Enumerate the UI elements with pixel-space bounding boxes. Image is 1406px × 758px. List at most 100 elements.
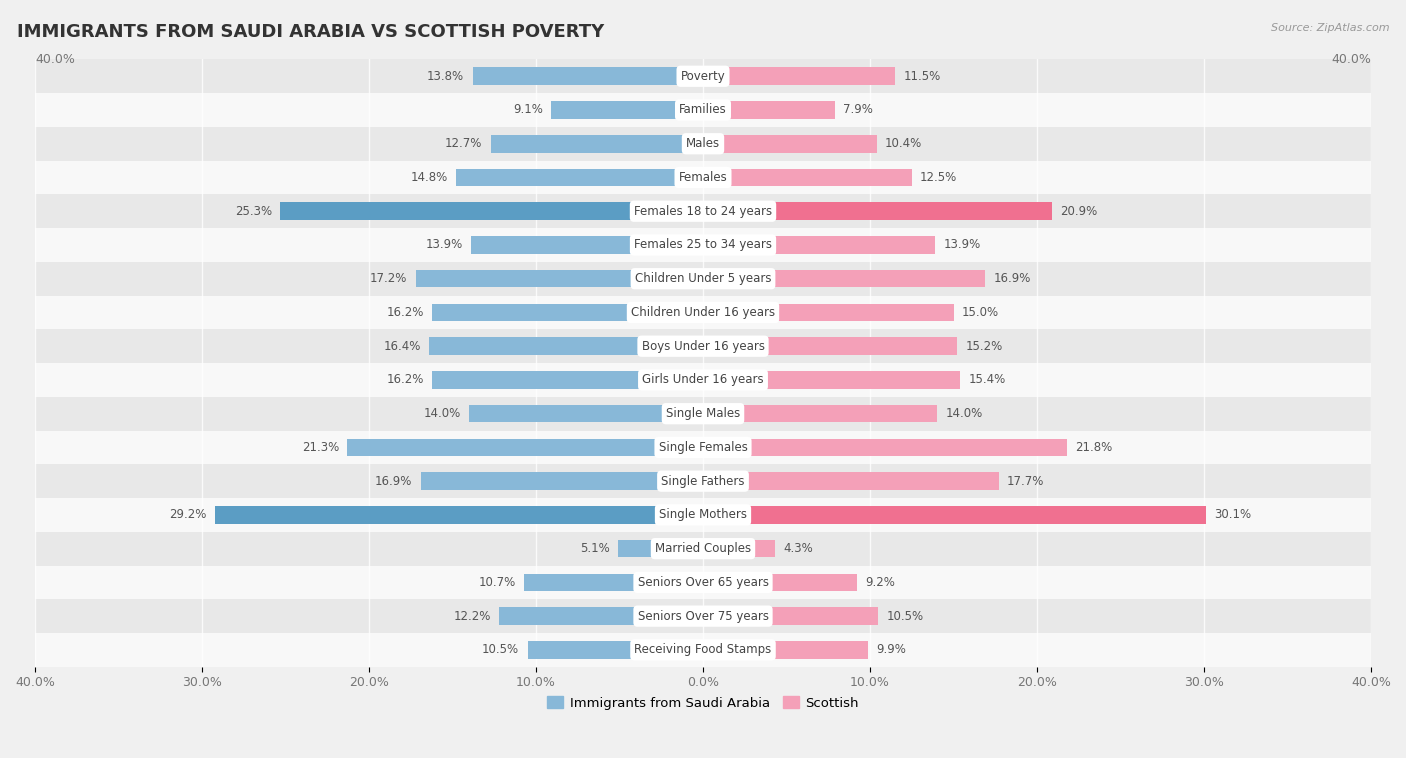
Text: 11.5%: 11.5% [904, 70, 941, 83]
Text: Married Couples: Married Couples [655, 542, 751, 555]
Text: 16.9%: 16.9% [375, 475, 412, 487]
Bar [35, 600, 1371, 633]
Text: IMMIGRANTS FROM SAUDI ARABIA VS SCOTTISH POVERTY: IMMIGRANTS FROM SAUDI ARABIA VS SCOTTISH… [17, 23, 605, 41]
Bar [703, 540, 775, 557]
Bar [347, 439, 703, 456]
Text: 17.7%: 17.7% [1007, 475, 1045, 487]
Text: 21.3%: 21.3% [302, 441, 339, 454]
Text: Seniors Over 75 years: Seniors Over 75 years [637, 609, 769, 622]
Text: Single Mothers: Single Mothers [659, 509, 747, 522]
Bar [35, 363, 1371, 396]
Text: 13.9%: 13.9% [425, 239, 463, 252]
Text: 30.1%: 30.1% [1213, 509, 1251, 522]
Text: 15.4%: 15.4% [969, 374, 1005, 387]
Text: Girls Under 16 years: Girls Under 16 years [643, 374, 763, 387]
Bar [35, 262, 1371, 296]
Text: 20.9%: 20.9% [1060, 205, 1098, 218]
Bar [280, 202, 703, 220]
Text: 16.2%: 16.2% [387, 374, 425, 387]
Text: 4.3%: 4.3% [783, 542, 813, 555]
Text: 16.4%: 16.4% [384, 340, 420, 352]
Text: 5.1%: 5.1% [579, 542, 609, 555]
Text: 21.8%: 21.8% [1076, 441, 1112, 454]
Text: Poverty: Poverty [681, 70, 725, 83]
Text: 40.0%: 40.0% [35, 52, 75, 66]
Text: 40.0%: 40.0% [1331, 52, 1371, 66]
Text: Boys Under 16 years: Boys Under 16 years [641, 340, 765, 352]
Bar [703, 641, 869, 659]
Bar [472, 67, 703, 85]
Bar [35, 296, 1371, 329]
Text: 14.0%: 14.0% [423, 407, 461, 420]
Text: Seniors Over 65 years: Seniors Over 65 years [637, 576, 769, 589]
Bar [35, 194, 1371, 228]
Bar [527, 641, 703, 659]
Bar [35, 93, 1371, 127]
Text: Females 18 to 24 years: Females 18 to 24 years [634, 205, 772, 218]
Bar [524, 574, 703, 591]
Bar [35, 396, 1371, 431]
Bar [35, 565, 1371, 600]
Text: Children Under 5 years: Children Under 5 years [634, 272, 772, 285]
Text: 10.7%: 10.7% [478, 576, 516, 589]
Text: 9.9%: 9.9% [877, 644, 907, 656]
Text: Single Females: Single Females [658, 441, 748, 454]
Bar [35, 465, 1371, 498]
Text: 29.2%: 29.2% [170, 509, 207, 522]
Bar [35, 633, 1371, 667]
Text: 15.2%: 15.2% [965, 340, 1002, 352]
Bar [471, 236, 703, 254]
Text: Females: Females [679, 171, 727, 184]
Text: 15.0%: 15.0% [962, 306, 1000, 319]
Text: 10.5%: 10.5% [887, 609, 924, 622]
Text: Single Males: Single Males [666, 407, 740, 420]
Bar [491, 135, 703, 152]
Legend: Immigrants from Saudi Arabia, Scottish: Immigrants from Saudi Arabia, Scottish [541, 691, 865, 715]
Bar [456, 169, 703, 186]
Bar [35, 228, 1371, 262]
Bar [703, 202, 1052, 220]
Bar [433, 371, 703, 389]
Bar [499, 607, 703, 625]
Text: Children Under 16 years: Children Under 16 years [631, 306, 775, 319]
Text: Source: ZipAtlas.com: Source: ZipAtlas.com [1271, 23, 1389, 33]
Bar [703, 337, 957, 355]
Text: Females 25 to 34 years: Females 25 to 34 years [634, 239, 772, 252]
Text: 16.9%: 16.9% [994, 272, 1031, 285]
Bar [703, 169, 911, 186]
Text: 9.1%: 9.1% [513, 104, 543, 117]
Text: 13.8%: 13.8% [427, 70, 464, 83]
Text: 12.2%: 12.2% [454, 609, 491, 622]
Bar [35, 532, 1371, 565]
Bar [433, 304, 703, 321]
Bar [703, 67, 896, 85]
Bar [703, 371, 960, 389]
Bar [420, 472, 703, 490]
Bar [703, 135, 877, 152]
Text: 14.8%: 14.8% [411, 171, 447, 184]
Text: Single Fathers: Single Fathers [661, 475, 745, 487]
Bar [35, 161, 1371, 194]
Bar [416, 270, 703, 287]
Text: 16.2%: 16.2% [387, 306, 425, 319]
Bar [551, 102, 703, 119]
Text: 17.2%: 17.2% [370, 272, 408, 285]
Text: 10.4%: 10.4% [884, 137, 922, 150]
Bar [703, 574, 856, 591]
Text: 14.0%: 14.0% [945, 407, 983, 420]
Text: 10.5%: 10.5% [482, 644, 519, 656]
Bar [429, 337, 703, 355]
Text: 7.9%: 7.9% [844, 104, 873, 117]
Bar [703, 439, 1067, 456]
Bar [35, 127, 1371, 161]
Bar [35, 59, 1371, 93]
Bar [35, 431, 1371, 465]
Text: 12.7%: 12.7% [446, 137, 482, 150]
Text: Males: Males [686, 137, 720, 150]
Text: 9.2%: 9.2% [865, 576, 894, 589]
Bar [703, 405, 936, 422]
Bar [35, 329, 1371, 363]
Bar [703, 607, 879, 625]
Bar [470, 405, 703, 422]
Bar [215, 506, 703, 524]
